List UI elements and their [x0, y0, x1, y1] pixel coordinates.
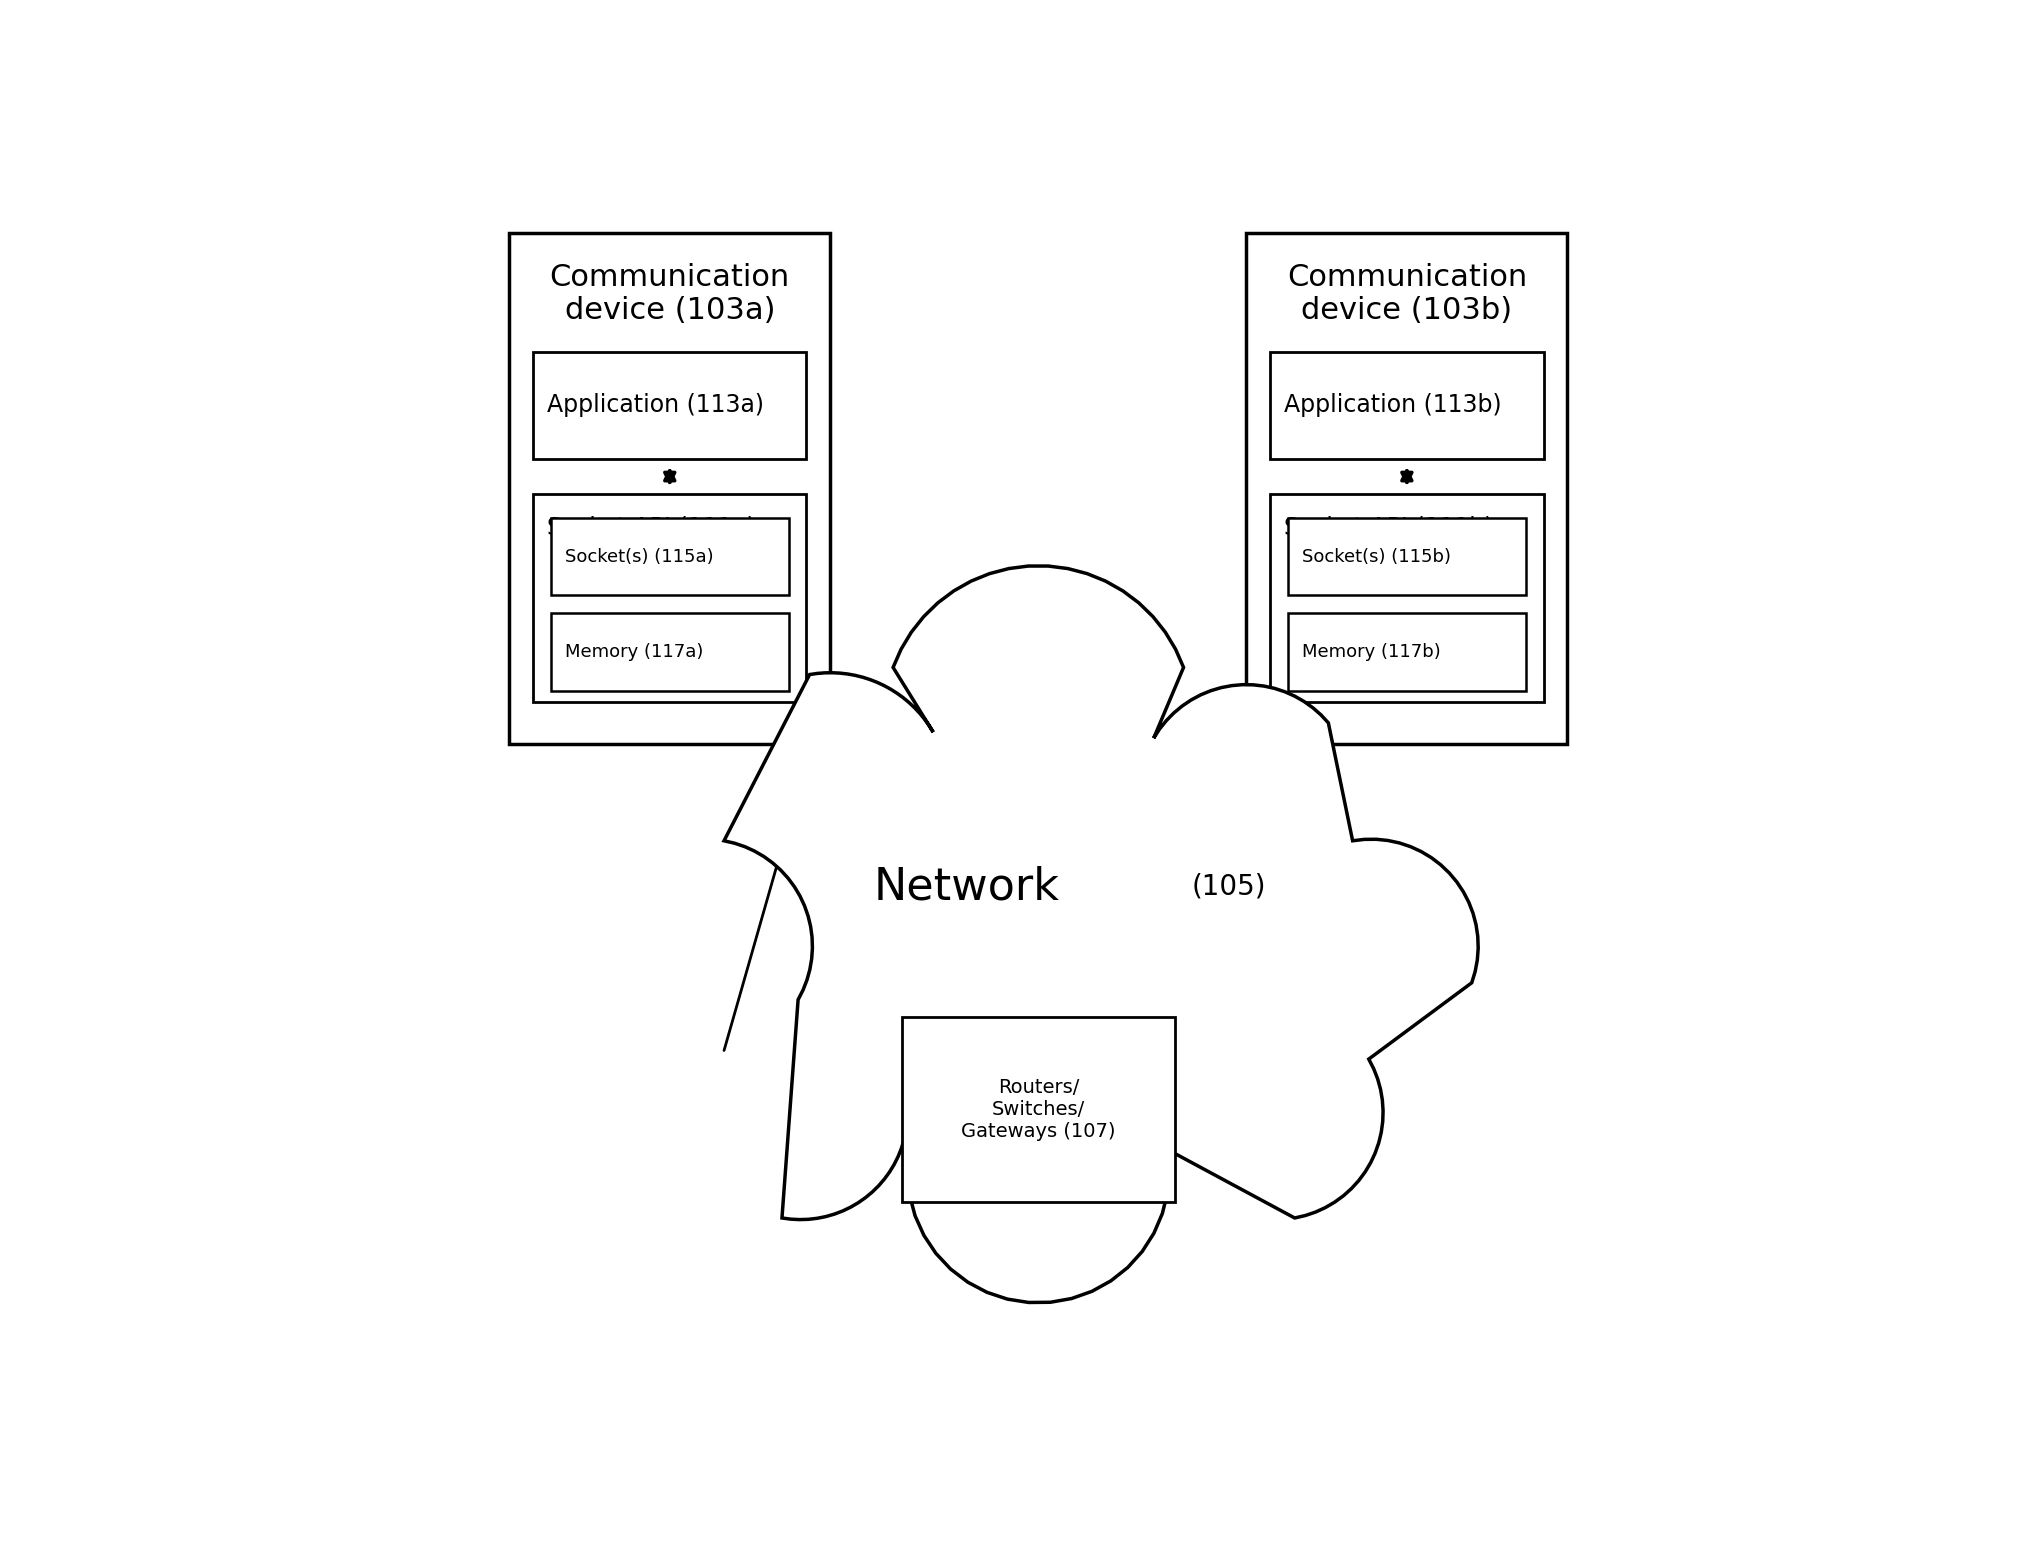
Bar — [551, 613, 788, 690]
Bar — [902, 1017, 1175, 1201]
Text: Socket(s) (115a): Socket(s) (115a) — [565, 548, 713, 565]
Text: Socket(s) (115b): Socket(s) (115b) — [1303, 548, 1451, 565]
Text: Routers/
Switches/
Gateways (107): Routers/ Switches/ Gateways (107) — [960, 1078, 1116, 1141]
Bar — [1289, 519, 1526, 596]
Polygon shape — [723, 567, 1479, 1303]
Text: Network: Network — [873, 865, 1060, 908]
Bar — [1270, 352, 1544, 459]
Text: Communication
device (103b): Communication device (103b) — [1287, 262, 1528, 326]
Text: (105): (105) — [1191, 872, 1266, 900]
Bar — [533, 494, 806, 703]
Text: Communication
device (103a): Communication device (103a) — [549, 262, 790, 326]
Bar — [1246, 233, 1568, 744]
Bar — [509, 233, 831, 744]
Bar — [1289, 613, 1526, 690]
Text: Socket API (111a): Socket API (111a) — [547, 516, 756, 540]
Text: Socket API (111b): Socket API (111b) — [1284, 516, 1493, 540]
Text: Application (113b): Application (113b) — [1284, 394, 1501, 417]
Bar — [551, 519, 788, 596]
Bar — [533, 352, 806, 459]
Text: Memory (117b): Memory (117b) — [1303, 642, 1440, 661]
Bar — [1270, 494, 1544, 703]
Text: Memory (117a): Memory (117a) — [565, 642, 703, 661]
Text: Application (113a): Application (113a) — [547, 394, 764, 417]
